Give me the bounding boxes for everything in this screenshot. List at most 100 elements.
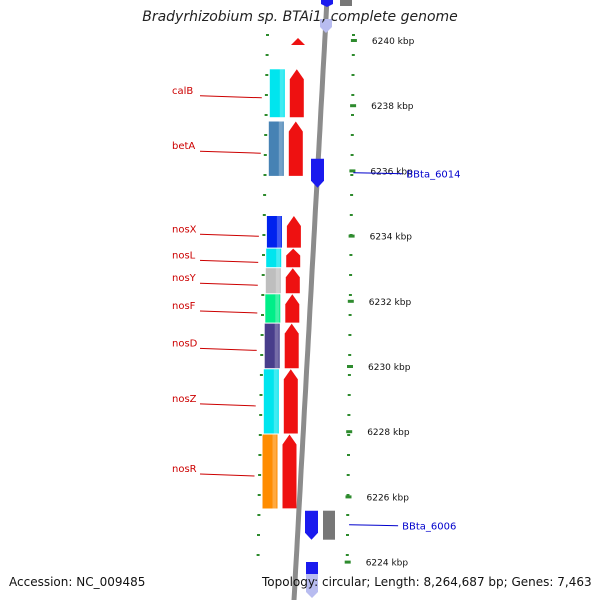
genome-backbone	[291, 0, 330, 603]
locus-label-BBta_6014: BBta_6014	[406, 170, 460, 181]
left-guide-tick	[263, 154, 267, 156]
right-guide-tick	[349, 254, 353, 256]
right-guide-tick	[351, 114, 354, 116]
right-guide-tick	[351, 94, 355, 96]
scale-tick-label: 6240 kbp	[372, 37, 415, 47]
scale-tick-label: 6224 kbp	[366, 559, 409, 569]
gene-block-nosR	[262, 434, 278, 509]
gene-leader-nosF	[199, 310, 258, 314]
scale-tick-label: 6234 kbp	[370, 233, 413, 243]
left-guide-tick	[258, 474, 262, 476]
right-guide-tick	[347, 454, 350, 456]
gene-label-calB: calB	[172, 86, 193, 97]
right-guide-tick	[347, 394, 351, 396]
left-guide-tick	[259, 394, 263, 396]
left-guide-tick	[257, 534, 260, 536]
left-guide-tick	[262, 214, 266, 216]
right-guide-tick	[346, 514, 350, 516]
right-guide-tick	[346, 494, 350, 496]
scale-tick-label: 6232 kbp	[369, 298, 412, 308]
right-guide-tick	[348, 314, 352, 316]
scale-tick	[344, 560, 351, 564]
left-guide-tick	[258, 434, 262, 436]
left-guide-tick	[260, 354, 264, 356]
right-guide-tick	[346, 474, 350, 476]
right-guide-tick	[349, 214, 353, 216]
gene-leader-nosL	[199, 259, 259, 263]
gene-block-shade	[272, 434, 277, 509]
topology-summary: Topology: circular; Length: 8,264,687 bp…	[262, 575, 592, 589]
gene-block-shade	[276, 248, 281, 268]
partial-gene-arrow	[291, 38, 305, 45]
left-guide-tick	[259, 374, 263, 376]
gene-block-shade	[273, 369, 278, 434]
scale-tick-label: 6228 kbp	[367, 428, 410, 438]
left-guide-tick	[258, 454, 262, 456]
left-guide-tick	[264, 114, 268, 116]
right-guide-tick	[347, 434, 351, 436]
locus-arrow-BBta_6006	[305, 510, 318, 540]
gene-arrow-betA	[288, 121, 303, 176]
gene-block-shade	[278, 121, 283, 176]
right-guide-tick	[350, 134, 354, 136]
locus-leader-BBta_6014	[353, 172, 403, 175]
gene-block-nosL	[266, 248, 282, 268]
scale-tick	[345, 495, 352, 499]
left-guide-tick	[264, 94, 268, 96]
scale-tick	[350, 104, 357, 108]
right-guide-tick	[350, 174, 354, 176]
gene-block-nosD	[264, 323, 280, 369]
right-guide-tick	[347, 414, 351, 416]
gene-block-shade	[279, 69, 284, 118]
gene-label-nosY: nosY	[172, 273, 197, 284]
gene-block-nosX	[266, 216, 282, 248]
gene-arrow-nosX	[286, 216, 301, 248]
gene-block-shade	[274, 323, 279, 369]
left-guide-tick	[264, 134, 268, 136]
accession-label: Accession: NC_009485	[9, 575, 146, 589]
gene-arrow-nosY	[285, 268, 300, 294]
gene-arrow-nosL	[286, 248, 301, 268]
gene-leader-nosX	[199, 233, 259, 237]
left-guide-tick	[261, 314, 264, 316]
gene-leader-nosR	[199, 473, 255, 477]
top-faded-arrow	[320, 19, 332, 33]
gene-block-betA	[268, 121, 284, 176]
scale-tick	[347, 365, 353, 368]
right-guide-tick	[350, 154, 354, 156]
gene-block-shade	[275, 268, 280, 294]
locus-leader-BBta_6006	[349, 524, 399, 527]
left-guide-tick	[262, 254, 265, 256]
right-guide-tick	[351, 74, 355, 76]
gene-block-calB	[269, 69, 285, 118]
gene-label-nosL: nosL	[172, 250, 196, 261]
gene-label-betA: betA	[172, 141, 195, 152]
gene-block-shade	[276, 216, 281, 248]
left-guide-tick	[263, 174, 267, 176]
scale-tick	[346, 430, 353, 434]
right-guide-tick	[348, 334, 352, 336]
left-guide-tick	[265, 54, 269, 56]
top-edge-grey-block	[340, 0, 352, 6]
scale-tick-label: 6230 kbp	[368, 363, 411, 373]
gene-arrow-nosZ	[283, 369, 298, 434]
scale-tick	[347, 299, 354, 303]
map-title: Bradyrhizobium sp. BTAi1, complete genom…	[142, 9, 458, 25]
scale-tick-label: 6226 kbp	[367, 493, 410, 503]
gene-arrow-nosR	[282, 434, 297, 509]
gene-leader-betA	[199, 150, 261, 154]
right-guide-tick	[349, 274, 353, 276]
gene-label-nosD: nosD	[172, 338, 198, 349]
gene-leader-calB	[199, 95, 262, 99]
top-edge-arrow	[321, 0, 333, 7]
scale-tick	[348, 234, 355, 238]
gene-leader-nosZ	[199, 403, 256, 407]
right-guide-tick	[350, 194, 354, 196]
gene-leader-nosD	[199, 347, 257, 351]
left-guide-tick	[261, 274, 265, 276]
gene-arrow-nosD	[284, 323, 299, 369]
grey-gene-block	[323, 510, 335, 540]
left-guide-tick	[257, 494, 261, 496]
gene-arrow-nosF	[285, 294, 300, 323]
